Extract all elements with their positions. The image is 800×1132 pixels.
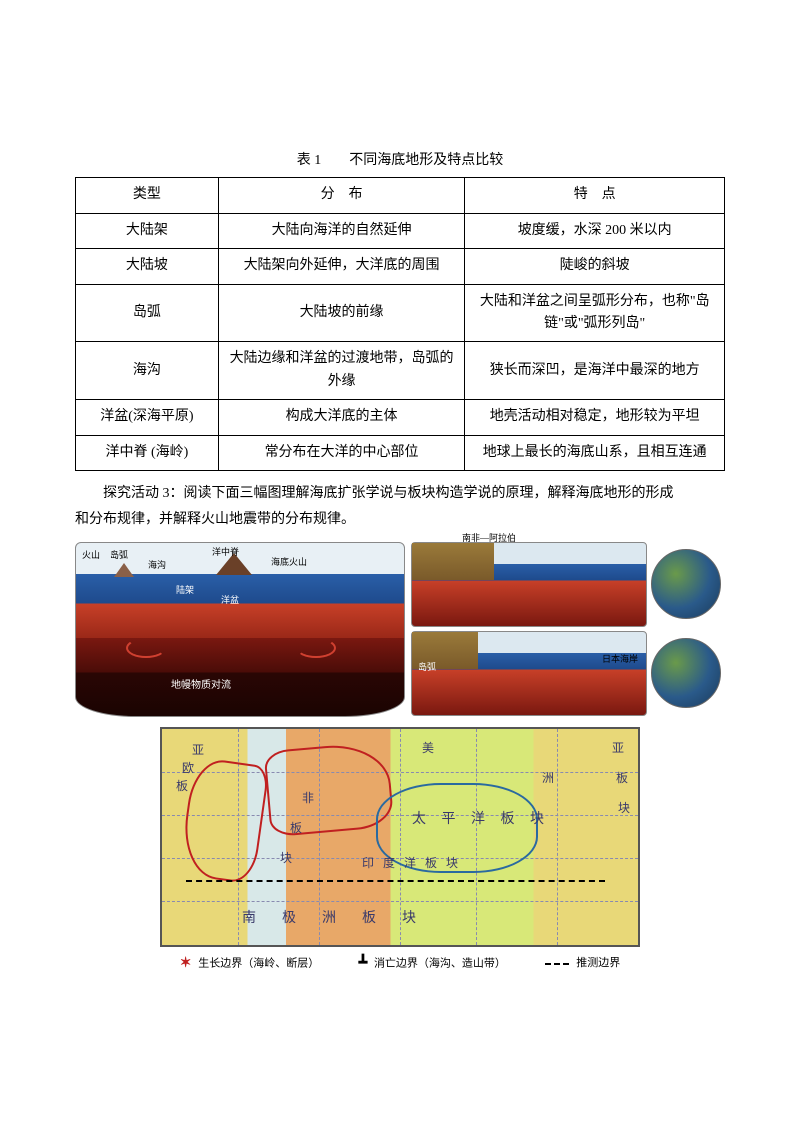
activity-text-line1: 探究活动 3：阅读下面三幅图理解海底扩张学说与板块构造学说的原理，解释海底地形的…: [75, 483, 725, 505]
diagram-row-top: 火山 岛弧 海沟 洋中脊 海底火山 陆架 洋盆 地幔物质对流 南非—阿拉伯 岛弧…: [75, 542, 725, 717]
table-row: 大陆坡大陆架向外延伸，大洋底的周围陡峻的斜坡: [76, 249, 725, 284]
label-antarctic: 南 极 洲 板 块: [242, 908, 422, 930]
legend-growth: ✶ 生长边界（海岭、断层）: [180, 953, 319, 975]
label-island-arc: 岛弧: [110, 548, 128, 562]
header-type: 类型: [76, 178, 219, 213]
label-basin: 洋盆: [221, 593, 239, 607]
table-row: 海沟大陆边缘和洋盆的过渡地带，岛弧的外缘狭长而深凹，是海洋中最深的地方: [76, 342, 725, 400]
table-row: 大陆架大陆向海洋的自然延伸坡度缓，水深 200 米以内: [76, 213, 725, 248]
label-eurasia-right: 亚: [612, 739, 624, 758]
label-indian: 印 度 洋 板 块: [362, 854, 461, 873]
convection-arrow-icon: [296, 638, 336, 658]
predicted-boundary-icon: [545, 963, 569, 965]
seafloor-terrain-table: 类型 分 布 特 点 大陆架大陆向海洋的自然延伸坡度缓，水深 200 米以内 大…: [75, 177, 725, 471]
activity-text-line2: 和分布规律，并解释火山地震带的分布规律。: [75, 509, 725, 531]
label-mini-top: 南非—阿拉伯: [462, 531, 516, 545]
label-eurasia: 欧: [182, 759, 194, 778]
growth-boundary-icon: ✶: [180, 953, 192, 975]
label-plate: 块: [280, 849, 292, 868]
label-eurasia: 亚: [192, 741, 204, 760]
header-feature: 特 点: [465, 178, 725, 213]
table-row: 岛弧大陆坡的前缘大陆和洋盆之间呈弧形分布，也称"岛链"或"弧形列岛": [76, 284, 725, 342]
globe-icon: [651, 549, 721, 619]
destruction-boundary-icon: ┻: [359, 953, 367, 975]
label-arc: 岛弧: [418, 660, 436, 674]
convergent-boundary-diagram: 岛弧 日本海岸: [411, 631, 647, 716]
plate-tectonics-map: 亚 欧 板 非 板 块 太 平 洋 板 块 印 度 洋 板 块 美 洲 亚 板 …: [160, 727, 640, 947]
table-header-row: 类型 分 布 特 点: [76, 178, 725, 213]
divergent-boundary-diagram: 南非—阿拉伯: [411, 542, 647, 627]
table-title: 表 1 不同海底地形及特点比较: [75, 150, 725, 172]
legend-predicted: 推测边界: [545, 955, 620, 973]
label-plate: 板: [290, 819, 302, 838]
label-ridge: 洋中脊: [212, 545, 239, 559]
label-convection: 地幔物质对流: [171, 678, 231, 694]
plate-map-container: 亚 欧 板 非 板 块 太 平 洋 板 块 印 度 洋 板 块 美 洲 亚 板 …: [160, 727, 640, 975]
mini-diagram-bottom: 岛弧 日本海岸: [411, 631, 721, 716]
label-shelf: 陆架: [176, 583, 194, 597]
map-legend: ✶ 生长边界（海岭、断层） ┻ 消亡边界（海沟、造山带） 推测边界: [160, 953, 640, 975]
label-volcano: 火山: [82, 548, 100, 562]
label-america: 美: [422, 739, 434, 758]
label-plate: 板: [176, 777, 188, 796]
label-plate: 块: [618, 799, 630, 818]
mini-diagram-top: 南非—阿拉伯: [411, 542, 721, 627]
predicted-boundary-icon: [186, 880, 605, 882]
legend-destruction: ┻ 消亡边界（海沟、造山带）: [359, 953, 506, 975]
island-arc-icon: [114, 563, 134, 577]
label-plate: 板: [616, 769, 628, 788]
label-trench: 海沟: [148, 558, 166, 572]
convection-arrow-icon: [126, 638, 166, 658]
label-america2: 洲: [542, 769, 554, 788]
globe-icon: [651, 638, 721, 708]
label-sea-volcano: 海底火山: [271, 555, 307, 569]
header-distribution: 分 布: [218, 178, 465, 213]
label-africa: 非: [302, 789, 314, 808]
plate-boundary-icon: [263, 741, 394, 838]
table-row: 洋中脊 (海岭)常分布在大洋的中心部位地球上最长的海底山系，且相互连通: [76, 435, 725, 470]
right-diagram-column: 南非—阿拉伯 岛弧 日本海岸: [411, 542, 721, 717]
land-block-icon: [412, 543, 494, 580]
label-japan-coast: 日本海岸: [602, 652, 638, 666]
label-pacific: 太 平 洋 板 块: [412, 809, 550, 831]
table-row: 洋盆(深海平原)构成大洋底的主体地壳活动相对稳定，地形较为平坦: [76, 400, 725, 435]
seafloor-spreading-diagram: 火山 岛弧 海沟 洋中脊 海底火山 陆架 洋盆 地幔物质对流: [75, 542, 405, 717]
